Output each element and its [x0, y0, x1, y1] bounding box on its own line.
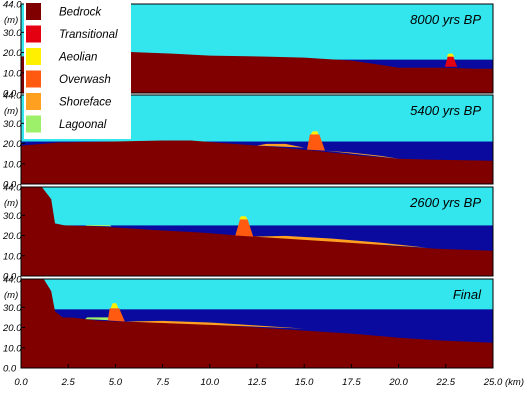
y-tick-label: 20.0	[2, 231, 22, 242]
legend-label: Aeolian	[58, 52, 97, 64]
lagoonal-deposit	[85, 225, 112, 227]
y-tick-label: 10.0	[3, 68, 22, 79]
bedrock-area	[21, 187, 493, 276]
panel-label: 2600 yrs BP	[409, 195, 481, 210]
y-tick-label: 44.0	[3, 183, 22, 194]
x-tick-label: 22.5	[436, 377, 456, 388]
x-tick-label: 5.0	[109, 377, 123, 388]
legend-swatch	[26, 115, 41, 133]
x-tick-label: 15.0	[295, 377, 314, 388]
panels-layer: 0.0 10.0 20.0 30.0 44.0 (m) 8000 yrs BP 0.0 10.0…	[2, 0, 494, 375]
y-tick-label: 20.0	[2, 139, 22, 150]
x-tick-label: 2.5	[61, 377, 76, 388]
panel-border	[20, 94, 494, 185]
legend-label: Transitional	[59, 29, 118, 41]
y-tick-label: 0.0	[3, 364, 17, 375]
legend-swatch	[26, 70, 41, 88]
transitional-deposit	[444, 56, 458, 67]
aeolian-deposit	[239, 216, 248, 220]
y-tick-label: 0.0	[3, 89, 17, 100]
y-tick-label: 10.0	[3, 343, 22, 354]
y-tick-label: 20.0	[2, 48, 22, 59]
x-tick-label: 7.5	[156, 377, 170, 388]
x-tick-label: 10.0	[201, 377, 220, 388]
y-tick-label: 30.0	[3, 303, 22, 314]
x-unit-label: (km)	[505, 377, 524, 388]
lagoonal-deposit	[85, 317, 116, 321]
bedrock-area	[21, 140, 493, 184]
y-tick-label: 30.0	[3, 211, 22, 222]
y-tick-label: 44.0	[3, 275, 22, 286]
legend-box	[24, 0, 131, 139]
y-unit-label: (m)	[4, 106, 18, 117]
x-tick-label: 12.5	[248, 377, 267, 388]
panel-3: 0.0 10.0 20.0 30.0 44.0 (m) Final	[2, 275, 494, 375]
aeolian-deposit	[446, 53, 455, 57]
legend-swatch	[26, 3, 41, 20]
y-tick-label: 44.0	[3, 91, 22, 102]
overwash-deposit	[235, 219, 254, 237]
y-tick-label: 20.0	[2, 323, 22, 334]
bedrock-area	[21, 279, 493, 368]
y-tick-label: 0.0	[3, 180, 17, 191]
aeolian-deposit	[310, 131, 319, 135]
panel-label: 8000 yrs BP	[410, 12, 481, 27]
panel-border	[20, 3, 494, 94]
shoreface-deposit	[253, 235, 427, 248]
shoreface-deposit	[325, 150, 399, 159]
y-tick-label: 0.0	[3, 272, 17, 283]
legend-swatch	[26, 48, 41, 65]
overwash-deposit	[307, 134, 325, 151]
legend-swatch	[26, 25, 41, 43]
legend-label: Overwash	[59, 74, 111, 86]
shoreface-deposit	[257, 143, 305, 148]
overwash-deposit	[107, 308, 125, 322]
shoreface-deposit	[124, 320, 305, 329]
bedrock-area	[21, 50, 493, 93]
y-unit-label: (m)	[4, 198, 18, 209]
panel-label: Final	[453, 287, 482, 302]
y-tick-label: 30.0	[3, 28, 22, 39]
y-tick-label: 10.0	[3, 251, 22, 262]
legend-label: Lagoonal	[59, 119, 107, 131]
y-unit-label: (m)	[4, 290, 18, 301]
aeolian-deposit	[110, 303, 119, 309]
x-tick-label: 25.0	[483, 377, 503, 388]
panel-label: 5400 yrs BP	[410, 103, 481, 118]
panel-border	[20, 186, 494, 277]
legend-swatch	[26, 93, 41, 110]
panel-2: 0.0 10.0 20.0 30.0 44.0 (m) 2600 yrs BP	[2, 183, 494, 283]
y-unit-label: (m)	[4, 15, 18, 26]
x-tick-label: 0.0	[14, 377, 28, 388]
y-tick-label: 44.0	[3, 0, 22, 11]
x-tick-label: 20.0	[388, 377, 408, 388]
legend-label: Shoreface	[59, 97, 111, 109]
x-tick-label: 17.5	[342, 377, 361, 388]
y-tick-label: 10.0	[3, 159, 22, 170]
panel-1: 0.0 10.0 20.0 30.0 44.0 (m) 5400 yrs BP	[2, 91, 494, 191]
y-tick-label: 30.0	[3, 119, 22, 130]
legend: Bedrock Transitional Aeolian Overwash Shoref…	[24, 0, 131, 139]
legend-label: Bedrock	[59, 7, 102, 19]
x-axis: 0.0 2.5 5.0 7.5 10.0 12.5 15.0 17.5 20.0 22.5 25.0…	[14, 364, 524, 388]
